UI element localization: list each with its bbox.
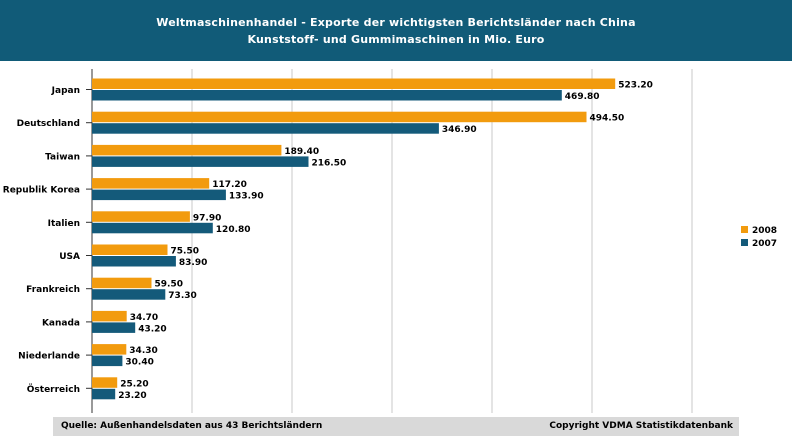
bar-2008 [92,277,152,289]
bar-2007 [92,156,309,167]
bar-2007 [92,355,123,367]
bar-2008 [92,344,127,355]
data-label: 23.20 [118,391,146,401]
legend-label: 2008 [752,226,777,236]
category-label: Deutschland [17,119,80,129]
bar-2008 [92,377,118,388]
category-label: Niederlande [18,352,80,362]
data-label: 73.30 [168,291,196,301]
legend-swatch-2007 [741,239,748,246]
category-label: Taiwan [45,152,80,162]
data-label: 75.50 [171,247,199,257]
data-label: 43.20 [138,324,166,334]
data-label: 83.90 [179,258,207,268]
data-label: 97.90 [193,213,221,223]
data-label: 120.80 [216,225,251,235]
legend-swatch-2008 [741,226,748,233]
data-label: 117.20 [212,180,247,190]
bar-2008 [92,144,282,156]
category-label: Österreich [27,384,80,395]
source-note: Quelle: Außenhandelsdaten aus 43 Bericht… [61,421,323,431]
bar-2007 [92,322,136,333]
data-label: 494.50 [590,114,625,124]
category-label: Italien [48,219,80,229]
chart-header: Weltmaschinenhandel - Exporte der wichti… [0,0,792,61]
bar-2008 [92,244,168,255]
footer-bar: Quelle: Außenhandelsdaten aus 43 Bericht… [53,417,739,436]
bar-2008 [92,178,210,189]
copyright-note: Copyright VDMA Statistikdatenbank [549,421,733,431]
data-label: 189.40 [284,147,319,157]
data-label: 34.70 [130,313,158,323]
category-label: USA [59,252,80,262]
bar-2007 [92,256,176,267]
bar-2007 [92,289,166,300]
chart-title: Weltmaschinenhandel - Exporte der wichti… [156,15,636,29]
chart-subtitle: Kunststoff- und Gummimaschinen in Mio. E… [247,32,545,46]
data-label: 133.90 [229,192,264,202]
data-label: 469.80 [565,92,600,102]
bar-2008 [92,78,616,89]
data-label: 523.20 [618,81,653,91]
bar-2007 [92,222,213,234]
bar-2007 [92,189,226,201]
category-label: Japan [51,86,80,96]
data-label: 216.50 [312,158,347,168]
bar-2008 [92,211,190,222]
data-label: 59.50 [155,280,183,290]
data-label: 346.90 [442,125,477,135]
data-label: 34.30 [129,346,157,356]
category-label: Frankreich [26,285,80,295]
legend-label: 2007 [752,239,777,249]
category-label: Kanada [42,318,80,328]
bar-chart: Japan 523.20 469.80 Deutschland 494.50 346.90… [3,69,777,413]
bar-2007 [92,388,116,400]
bar-2008 [92,310,127,322]
data-label: 25.20 [120,379,148,389]
data-label: 30.40 [125,358,153,368]
bar-2007 [92,90,562,101]
bar-2007 [92,123,439,134]
bar-2008 [92,111,587,123]
category-label: Republik Korea [3,186,80,196]
